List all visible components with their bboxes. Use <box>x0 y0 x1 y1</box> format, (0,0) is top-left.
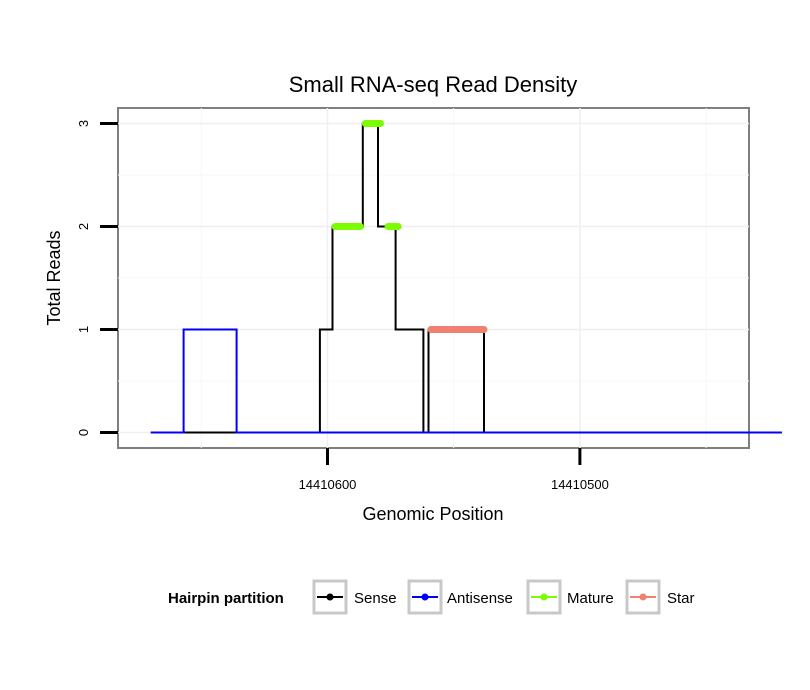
legend-key-point <box>540 593 548 601</box>
y-tick-label: 0 <box>76 429 91 436</box>
legend-title: Hairpin partition <box>168 590 284 607</box>
legend-label-sense: Sense <box>354 590 397 607</box>
x-tick-label: 14410600 <box>299 477 357 492</box>
chart-title: Small RNA-seq Read Density <box>289 72 578 97</box>
legend-label-star: Star <box>667 590 695 607</box>
legend-item-sense: Sense <box>312 579 397 615</box>
legend-label-antisense: Antisense <box>447 590 513 607</box>
plot-area: 0 1 2 3 14410600 14410500 <box>76 107 782 492</box>
x-axis-title: Genomic Position <box>362 504 503 524</box>
legend-item-star: Star <box>625 579 695 615</box>
legend-label-mature: Mature <box>567 590 614 607</box>
y-tick-label: 1 <box>76 326 91 333</box>
y-tick-label: 2 <box>76 223 91 230</box>
legend: Hairpin partition Sense Antisense Mature St… <box>168 579 695 615</box>
x-tick-label: 14410500 <box>551 477 609 492</box>
series-antisense-line <box>150 328 782 434</box>
legend-item-antisense: Antisense <box>407 579 513 615</box>
y-axis-title: Total Reads <box>44 230 64 325</box>
legend-item-mature: Mature <box>526 579 614 615</box>
legend-key-point <box>326 593 334 601</box>
legend-key-box <box>526 579 562 615</box>
y-tick-label: 3 <box>76 120 91 127</box>
legend-key-point <box>421 593 429 601</box>
legend-key-point <box>639 593 647 601</box>
